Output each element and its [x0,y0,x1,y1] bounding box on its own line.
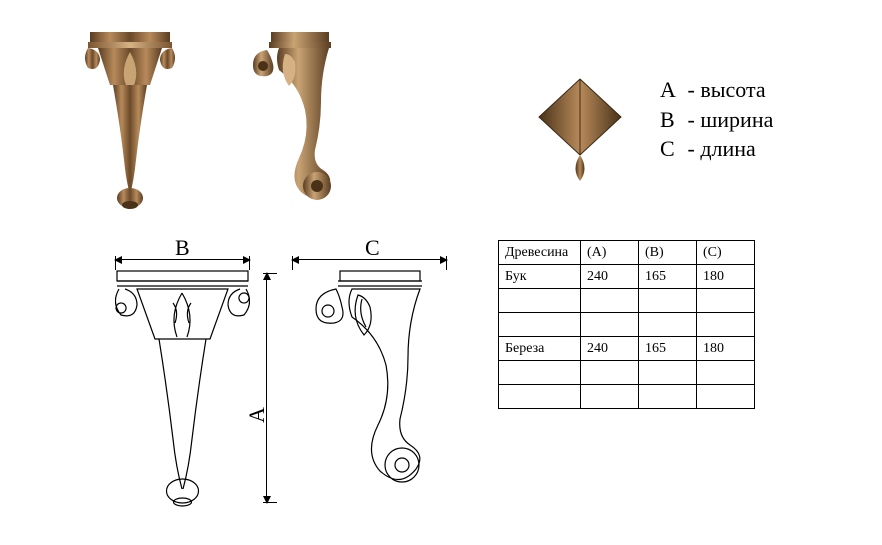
th-wood: Древесина [499,241,581,265]
legend-c-text: длина [700,136,755,161]
th-a: (А) [581,241,639,265]
cell-b [639,289,697,313]
dim-line-a [266,273,267,503]
dimension-legend: А - высота В - ширина С - длина [660,75,773,164]
dim-line-c [292,259,447,260]
table-row [499,361,755,385]
cell-b: 165 [639,265,697,289]
table-row [499,313,755,337]
render-top-view [535,75,625,185]
cell-c [697,313,755,337]
legend-a-label: А [660,75,682,105]
dim-label-b: B [175,235,190,261]
cell-wood [499,313,581,337]
cell-c [697,385,755,409]
cell-a [581,361,639,385]
legend-a-text: высота [700,77,765,102]
drawing-front-view [115,269,250,509]
table-row [499,385,755,409]
legend-b-text: ширина [700,107,773,132]
table-row [499,289,755,313]
cell-a: 240 [581,337,639,361]
drawing-side-view [292,269,447,509]
cell-a: 240 [581,265,639,289]
cell-wood [499,385,581,409]
legend-row-a: А - высота [660,75,773,105]
cell-c [697,361,755,385]
cell-b [639,385,697,409]
legend-b-label: В [660,105,682,135]
cell-a [581,385,639,409]
table-header-row: Древесина (А) (В) (С) [499,241,755,265]
dim-label-c: C [365,235,380,261]
cell-b [639,313,697,337]
render-side-view [235,30,345,210]
render-front-view [80,30,180,210]
th-b: (В) [639,241,697,265]
cell-a [581,289,639,313]
technical-drawings: B C A [60,235,470,525]
dim-line-b [115,259,250,260]
cell-c: 180 [697,337,755,361]
cell-b: 165 [639,337,697,361]
cell-wood [499,289,581,313]
table-row: Береза 240 165 180 [499,337,755,361]
cell-c: 180 [697,265,755,289]
table-row: Бук 240 165 180 [499,265,755,289]
cell-wood: Береза [499,337,581,361]
cell-a [581,313,639,337]
th-c: (С) [697,241,755,265]
cell-b [639,361,697,385]
legend-row-c: С - длина [660,134,773,164]
cell-wood [499,361,581,385]
legend-c-label: С [660,134,682,164]
cell-c [697,289,755,313]
dimensions-table: Древесина (А) (В) (С) Бук 240 165 180 Бе… [498,240,755,409]
cell-wood: Бук [499,265,581,289]
legend-row-b: В - ширина [660,105,773,135]
